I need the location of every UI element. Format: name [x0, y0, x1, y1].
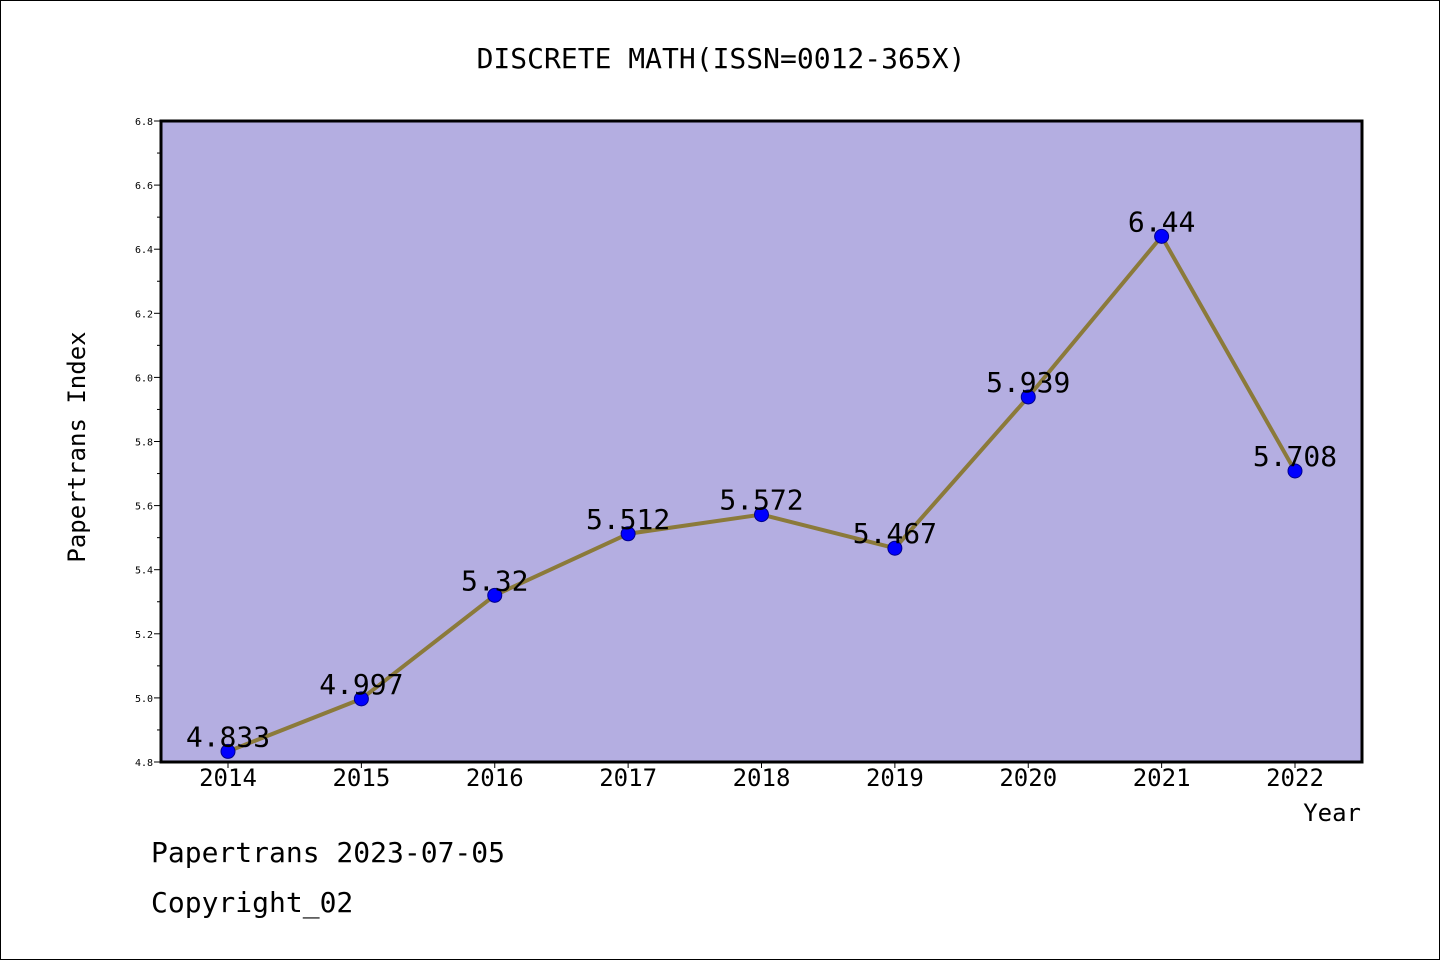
- data-point: [1287, 463, 1303, 479]
- data-point: [887, 540, 903, 556]
- y-tick-label: 6.6: [135, 181, 153, 192]
- data-point: [353, 691, 369, 707]
- data-label: 5.939: [986, 366, 1070, 399]
- data-point: [620, 526, 636, 542]
- data-label: 5.572: [719, 484, 803, 517]
- y-tick-label: 5.2: [135, 630, 153, 641]
- y-tick-label: 5.6: [135, 502, 153, 513]
- footer-copyright: Copyright_02: [151, 886, 354, 919]
- y-axis-label: Papertrans Index: [63, 331, 91, 562]
- x-axis-ticks: 2014 2015 2016 2017 2018 2019 2020 2021 2022: [199, 762, 1324, 792]
- x-axis-label: Year: [1303, 799, 1361, 827]
- data-point: [487, 587, 503, 603]
- x-tick-label: 2017: [599, 764, 657, 792]
- data-point: [754, 507, 769, 523]
- data-point: [1020, 389, 1036, 405]
- x-tick-label: 2020: [999, 764, 1057, 792]
- y-tick-label: 6.2: [135, 309, 153, 320]
- x-tick-label: 2021: [1133, 764, 1191, 792]
- data-label: 5.32: [461, 564, 528, 597]
- data-label: 4.997: [319, 668, 403, 701]
- data-point: [1154, 228, 1170, 244]
- y-tick-label: 4.8: [135, 758, 153, 769]
- y-tick-label: 5.8: [135, 438, 153, 449]
- data-label: 4.833: [186, 720, 270, 753]
- data-point: [220, 743, 236, 759]
- data-label: 5.467: [853, 517, 937, 550]
- chart-title: DISCRETE MATH(ISSN=0012-365X): [477, 42, 966, 75]
- footer-date: Papertrans 2023-07-05: [151, 836, 506, 869]
- y-tick-label: 6.8: [135, 117, 153, 128]
- y-axis-ticks: 4.8 5.0 5.2 5.4 5.6 5.8 6.0 6.2 6.4 6.6 6.8: [135, 117, 161, 769]
- x-tick-label: 2014: [199, 764, 257, 792]
- y-tick-label: 5.0: [135, 694, 153, 705]
- x-tick-label: 2016: [466, 764, 524, 792]
- data-label: 5.708: [1253, 440, 1337, 473]
- x-tick-label: 2019: [866, 764, 924, 792]
- data-label: 6.44: [1128, 205, 1195, 238]
- y-tick-label: 5.4: [135, 566, 153, 577]
- y-tick-label: 6.4: [135, 245, 153, 256]
- x-tick-label: 2015: [332, 764, 390, 792]
- plot-area: [159, 119, 1364, 764]
- x-tick-label: 2018: [733, 764, 791, 792]
- data-label: 5.512: [586, 503, 670, 536]
- x-tick-label: 2022: [1266, 764, 1324, 792]
- series-layer: 4.833 4.997 5.32 5.512 5.572 5.467 5.939 6.44 5.…: [186, 205, 1337, 759]
- y-tick-label: 6.0: [135, 373, 153, 384]
